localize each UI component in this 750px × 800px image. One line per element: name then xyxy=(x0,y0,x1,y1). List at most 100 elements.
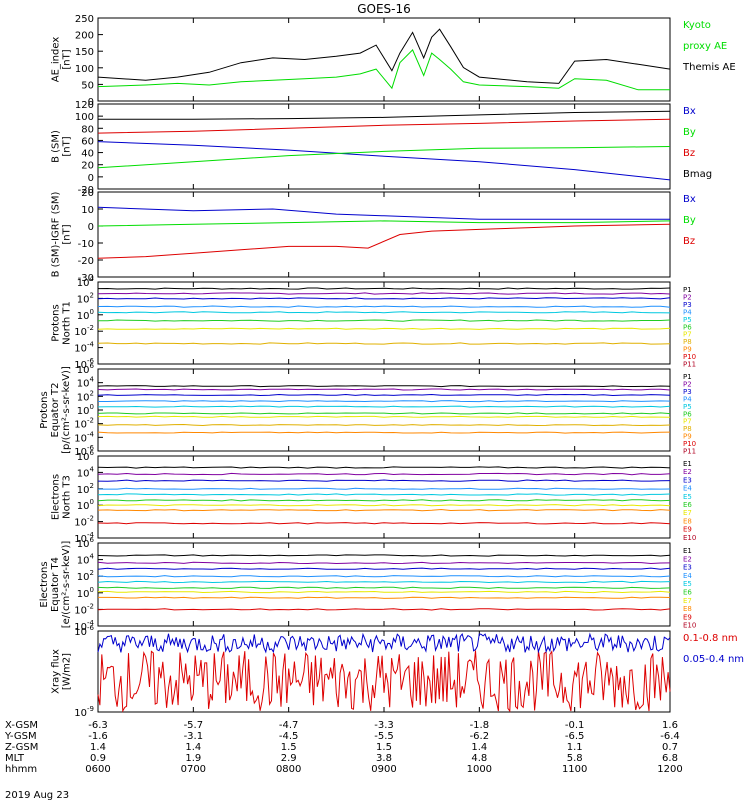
x-axis-value: 1.1 xyxy=(567,742,583,753)
legend-entry: Bmag xyxy=(683,169,712,180)
y-tick-label: -10 xyxy=(78,239,94,250)
x-axis-row-label: Z-GSM xyxy=(5,742,38,753)
legend-entry: E10 xyxy=(683,622,696,630)
legend-entry: E4 xyxy=(683,485,692,493)
x-axis-value: -3.3 xyxy=(374,720,394,731)
date-label: 2019 Aug 23 xyxy=(5,790,69,800)
x-axis-value: -6.3 xyxy=(88,720,108,731)
y-tick-label: 10-4 xyxy=(74,341,94,355)
legend-entry: E8 xyxy=(683,517,692,525)
channel-line-p7 xyxy=(97,415,671,418)
y-tick-label: 60 xyxy=(81,136,94,147)
x-axis-value: -6.2 xyxy=(470,731,490,742)
y-axis-label: Equator T2 xyxy=(50,383,61,438)
y-axis-label: [p/(cm²-s-sr-keV)] xyxy=(61,366,72,454)
legend-entry: By xyxy=(683,127,696,138)
x-axis-row-label: hhmm xyxy=(5,764,37,775)
legend-entry: P2 xyxy=(683,293,692,301)
x-axis-value: 0600 xyxy=(85,764,110,775)
y-tick-label: 100 xyxy=(77,403,94,417)
legend-entry: E5 xyxy=(683,580,692,588)
bottom-axis-labels: X-GSM -6.3 -5.7 -4.7 -3.3 -1.8 -0.1 1.6 Y-GSM -1.… xyxy=(4,720,683,775)
y-axis-label: Protons xyxy=(51,304,62,341)
x-axis-value: -4.7 xyxy=(279,720,299,731)
y-tick-label: 10-9 xyxy=(74,705,94,719)
x-axis-value: 1.5 xyxy=(281,742,297,753)
legend-entry: E5 xyxy=(683,493,692,501)
legend-entry: P10 xyxy=(683,353,696,361)
channel-line-e2 xyxy=(97,472,671,476)
y-axis-label: B (SM)-IGRF (SM) xyxy=(51,192,62,278)
legend-entry: P5 xyxy=(683,403,692,411)
x-axis-value: 4.8 xyxy=(471,753,487,764)
legend-entry: E6 xyxy=(683,501,692,509)
x-axis-value: -4.5 xyxy=(279,731,299,742)
y-tick-label: 106 xyxy=(77,536,95,550)
series-line-kyoto-proxy-ae xyxy=(97,49,670,91)
legend-entry: Bz xyxy=(683,148,695,159)
x-axis-row-label: MLT xyxy=(5,753,25,764)
y-tick-label: 80 xyxy=(81,124,94,135)
legend-entry: By xyxy=(683,215,696,226)
channel-line-p1 xyxy=(97,385,671,388)
y-axis-label: Equator T4 xyxy=(50,557,61,612)
y-tick-label: 40 xyxy=(81,149,94,160)
panel-frame xyxy=(97,191,671,278)
legend-entry: P11 xyxy=(683,361,696,369)
channel-line-p3 xyxy=(97,393,671,397)
channel-line-e7 xyxy=(97,504,671,507)
panel-frame xyxy=(97,368,671,452)
legend-entry: E3 xyxy=(683,476,692,484)
y-tick-label: 10-2 xyxy=(74,602,94,616)
legend-entry: P3 xyxy=(683,388,692,396)
channel-line-e9 xyxy=(97,522,671,525)
channel-line-e5 xyxy=(97,580,671,584)
y-tick-label: 250 xyxy=(75,14,94,25)
legend-entry: P9 xyxy=(683,346,692,354)
x-axis-value: 1.4 xyxy=(90,742,106,753)
y-tick-label: 104 xyxy=(77,553,95,567)
x-axis-value: 1000 xyxy=(467,764,492,775)
channel-line-p5 xyxy=(97,311,671,314)
series-line-0-1-0-8-nm xyxy=(97,650,671,713)
series-line-bx xyxy=(97,206,670,220)
y-axis-label: B (SM) xyxy=(51,130,62,163)
channel-line-e8 xyxy=(98,596,671,599)
legend-entry: Themis AE xyxy=(682,62,736,73)
legend-entry: Bx xyxy=(683,194,696,205)
legend-entry: E8 xyxy=(683,605,692,613)
x-axis-value: 2.9 xyxy=(281,753,297,764)
legend-entry: P11 xyxy=(683,448,696,456)
y-axis-label: AE_index xyxy=(51,37,62,83)
legend-entry: P3 xyxy=(683,301,692,309)
y-tick-label: 120 xyxy=(75,100,94,111)
channel-line-e7 xyxy=(97,590,671,594)
channel-line-p4 xyxy=(97,305,671,308)
x-axis-value: 3.8 xyxy=(376,753,392,764)
y-tick-label: 0 xyxy=(88,97,94,108)
legend-entry: P7 xyxy=(683,418,692,426)
x-axis-value: 1.4 xyxy=(471,742,487,753)
y-tick-label: -30 xyxy=(78,273,94,284)
channel-line-e6 xyxy=(97,499,671,502)
x-axis-value: -5.5 xyxy=(374,731,394,742)
y-axis-label: Protons xyxy=(39,391,50,428)
legend-entry: E7 xyxy=(683,509,692,517)
y-axis-label: [W/m2] xyxy=(62,653,73,690)
x-axis-value: -1.8 xyxy=(470,720,490,731)
legend-entry: E1 xyxy=(683,460,692,468)
y-tick-label: 100 xyxy=(77,308,94,322)
channel-line-e1 xyxy=(97,554,671,557)
y-tick-label: 106 xyxy=(77,362,95,376)
x-axis-value: -6.4 xyxy=(660,731,680,742)
y-axis-label: Xray flux xyxy=(51,649,62,694)
x-axis-value: 1.4 xyxy=(185,742,201,753)
x-axis-value: 1.9 xyxy=(185,753,201,764)
y-tick-label: 100 xyxy=(77,498,94,512)
series-line-themis-ae xyxy=(97,28,671,84)
channel-line-e4 xyxy=(97,575,671,578)
